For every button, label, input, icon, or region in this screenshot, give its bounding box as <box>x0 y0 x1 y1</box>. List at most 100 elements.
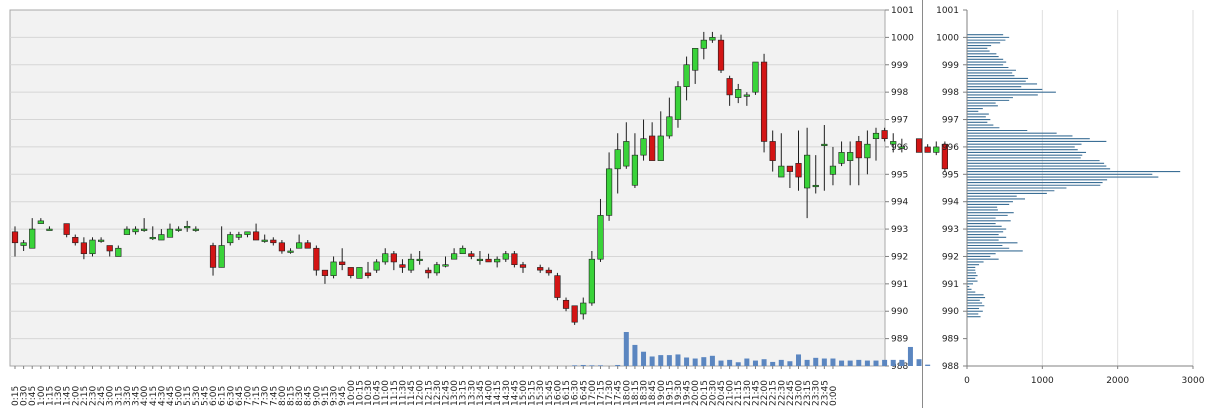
x-tick-label: 9:00 <box>312 386 322 406</box>
candle-body <box>296 242 303 249</box>
x-tick-label: 13:00 <box>450 380 460 406</box>
x-tick-label: 1:15 <box>45 386 55 406</box>
x-tick-label: 4:15 <box>149 386 159 406</box>
candle-body <box>89 239 96 255</box>
x-tick-label: 19:30 <box>674 380 684 406</box>
x-tick-label: 9:30 <box>330 386 340 406</box>
x-tick-label: 2:30 <box>88 386 98 406</box>
candle-body <box>80 242 87 255</box>
y-tick-label: 990 <box>942 307 959 317</box>
x-tick-label: 13:45 <box>476 380 486 406</box>
x-tick-label: 21:30 <box>743 380 753 406</box>
volume-bar <box>684 357 690 366</box>
x-tick-label: 5:15 <box>183 386 193 406</box>
x-tick-label: 5:45 <box>200 386 210 406</box>
candle-body <box>261 239 268 242</box>
candle-body <box>304 242 311 249</box>
y-tick-label: 999 <box>891 61 908 71</box>
x-tick-label: 8:30 <box>295 386 305 406</box>
volume-bar <box>632 344 638 366</box>
x-tick-label: 11:30 <box>398 380 408 406</box>
y-tick-label: 997 <box>891 116 908 126</box>
candle-body <box>494 258 501 263</box>
x-tick-label: 0:00 <box>829 386 839 406</box>
x-tick-label: 0:45 <box>28 386 38 406</box>
volume-bar <box>916 359 922 366</box>
candle-body <box>562 299 570 309</box>
candle-body <box>855 141 862 159</box>
volume-bar <box>701 357 707 366</box>
candle-body <box>373 261 380 271</box>
candle-body <box>166 228 174 238</box>
volume-bar <box>804 359 810 366</box>
x-tick-label: 12:15 <box>424 380 434 406</box>
x-tick-label: 5:30 <box>192 386 202 406</box>
candle-body <box>476 258 484 262</box>
candle-body <box>278 242 286 252</box>
x-tick-label: 4:45 <box>166 386 176 406</box>
candle-body <box>769 141 776 161</box>
x-tick-label: 11:00 <box>381 380 391 406</box>
candle-body <box>614 149 621 170</box>
candle-body <box>115 247 122 257</box>
x-tick-label: 19:45 <box>683 380 693 406</box>
y-tick-label: 998 <box>942 88 959 98</box>
x-tick-label: 3:00 <box>106 386 116 406</box>
candle-body <box>898 146 905 149</box>
x-tick-label: 18:30 <box>640 380 650 406</box>
x-tick-label: 12:30 <box>433 380 443 406</box>
candle-body <box>149 236 156 240</box>
volume-bar <box>839 360 845 366</box>
x-tick-label: 22:00 <box>760 380 770 406</box>
y-tick-label: 1001 <box>891 6 914 16</box>
x-tick-label: 11:45 <box>407 380 417 406</box>
candle-body <box>717 39 725 71</box>
volume-bar <box>890 359 896 366</box>
y-tick-label: 994 <box>891 198 908 208</box>
candle-body <box>786 165 793 172</box>
x-tick-label: 10:00 <box>347 380 357 406</box>
candle-body <box>158 234 165 241</box>
y-tick-label: 989 <box>891 335 908 345</box>
candle-body <box>330 261 337 276</box>
x-tick-label: 2:00 <box>71 386 81 406</box>
x-tick-label: 2000 <box>1106 376 1129 386</box>
x-tick-label: 5:00 <box>175 386 185 406</box>
candle-body <box>571 305 578 323</box>
volume-bar <box>864 360 870 366</box>
candle-body <box>218 245 225 268</box>
volume-bar <box>658 355 664 366</box>
candle-body <box>270 239 277 244</box>
candle-body <box>597 215 604 260</box>
candle-body <box>674 86 682 120</box>
x-tick-label: 14:15 <box>493 380 503 406</box>
volume-bar <box>744 358 750 366</box>
candle-body <box>123 228 131 235</box>
x-tick-label: 8:00 <box>278 386 288 406</box>
volume-bar <box>692 358 698 366</box>
candle-body <box>743 94 750 97</box>
x-tick-label: 16:45 <box>579 380 589 406</box>
candle-body <box>838 152 845 164</box>
candle-body <box>683 64 690 87</box>
candle-body <box>502 253 509 260</box>
x-tick-label: 10:15 <box>355 380 365 406</box>
candle-body <box>554 275 561 298</box>
volume-bar <box>847 360 853 366</box>
volume-bar <box>709 355 715 366</box>
y-tick-label: 996 <box>942 143 959 153</box>
y-tick-label: 992 <box>891 252 908 262</box>
x-tick-label: 8:15 <box>287 386 297 406</box>
volume-bar <box>597 365 603 366</box>
candle-body <box>485 258 492 263</box>
candle-body <box>425 269 432 274</box>
x-tick-label: 4:00 <box>140 386 150 406</box>
x-tick-label: 19:15 <box>665 380 675 406</box>
candle-body <box>252 231 260 241</box>
x-tick-label: 18:00 <box>622 380 632 406</box>
x-tick-label: 17:15 <box>596 380 606 406</box>
candle-body <box>416 258 423 262</box>
x-tick-label: 1:45 <box>63 386 73 406</box>
y-tick-label: 989 <box>942 335 959 345</box>
